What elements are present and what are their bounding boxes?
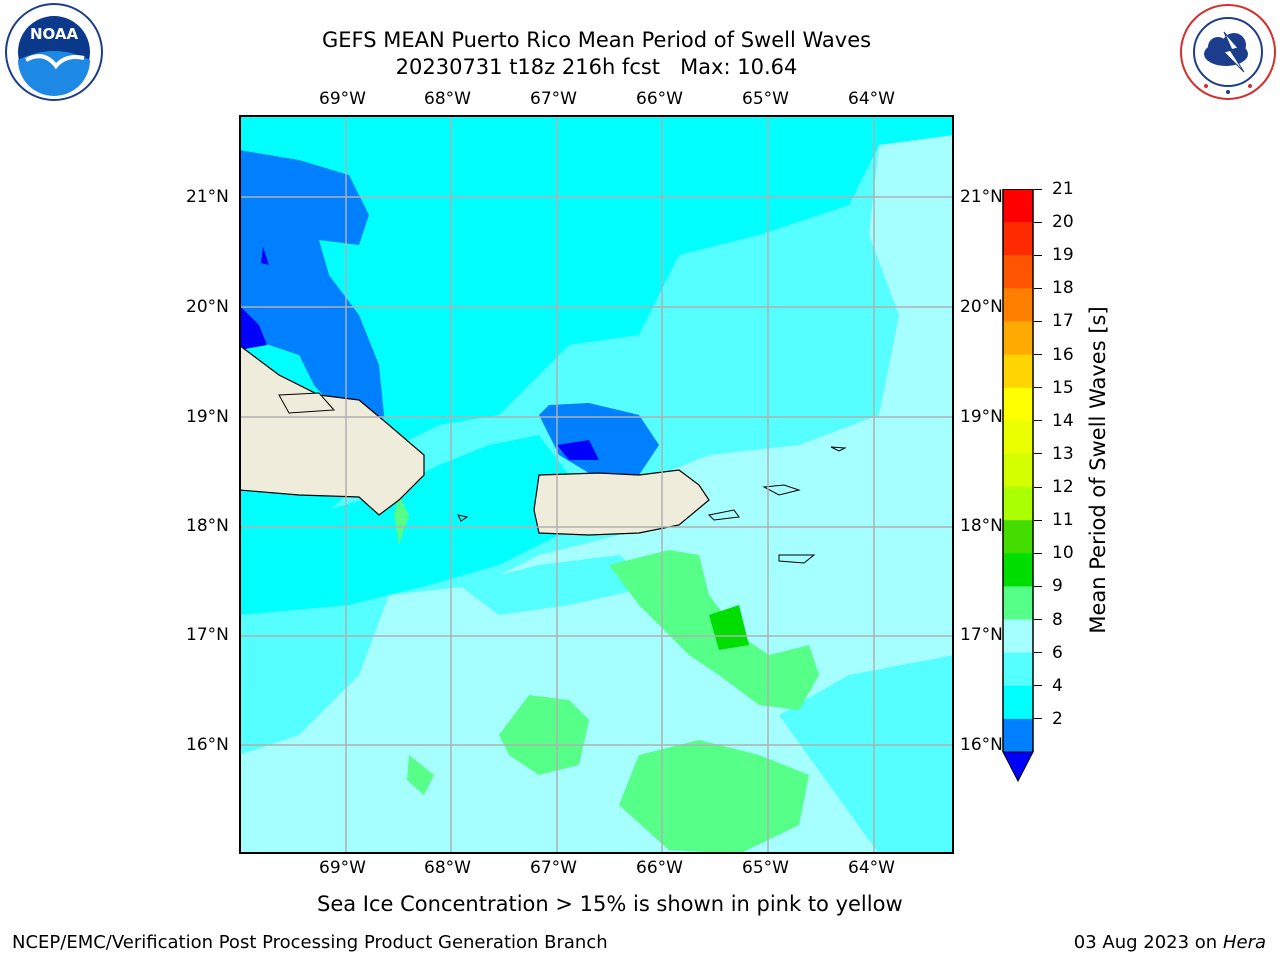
chart-title-line1: GEFS MEAN Puerto Rico Mean Period of Swe… (321, 28, 872, 52)
colorbar-band (1003, 387, 1033, 422)
gridlines (239, 115, 954, 854)
colorbar-tick-mark (1034, 619, 1042, 621)
colorbar-tick-label: 17 (1052, 311, 1074, 332)
colorbar-tick-mark (1034, 287, 1042, 289)
colorbar-band (1003, 520, 1033, 554)
colorbar-band (1003, 652, 1033, 687)
colorbar-svg (1002, 188, 1034, 783)
colorbar-band (1003, 354, 1033, 389)
lon-label-top: 67°W (530, 89, 577, 109)
colorbar-tick-mark (1034, 387, 1042, 389)
colorbar-tick-label: 12 (1052, 477, 1074, 498)
lat-label-right: 21°N (960, 187, 1003, 207)
colorbar-tick-mark (1034, 718, 1042, 720)
colorbar-tick-label: 15 (1052, 377, 1074, 398)
colorbar-tick-label: 6 (1052, 642, 1063, 663)
lon-label-bottom: 66°W (636, 858, 683, 878)
colorbar (1002, 188, 1034, 783)
footer-date-text: 03 Aug 2023 on (1073, 932, 1218, 953)
colorbar-tick-mark (1034, 453, 1042, 455)
colorbar-tick-mark (1034, 254, 1042, 256)
colorbar-tick-mark (1034, 685, 1042, 687)
noaa-logo-text: NOAA (30, 25, 79, 43)
lat-label-left: 20°N (186, 297, 229, 317)
colorbar-band (1003, 619, 1033, 654)
lon-label-bottom: 67°W (530, 858, 577, 878)
lat-label-left: 19°N (186, 407, 229, 427)
footer-branch: NCEP/EMC/Verification Post Processing Pr… (12, 932, 608, 953)
lat-label-right: 18°N (960, 516, 1003, 536)
colorbar-band (1003, 718, 1033, 753)
colorbar-tick-label: 19 (1052, 245, 1074, 266)
field-2-4s (239, 150, 384, 445)
colorbar-tick-mark (1034, 552, 1042, 554)
swell-period-map (238, 115, 954, 854)
lon-label-bottom: 68°W (424, 858, 471, 878)
colorbar-tick-label: 20 (1052, 212, 1074, 233)
colorbar-tick-mark (1034, 652, 1042, 654)
colorbar-tick-mark (1034, 420, 1042, 422)
lat-label-left: 17°N (186, 625, 229, 645)
colorbar-tick-mark (1034, 519, 1042, 521)
footer-machine: Hera (1222, 932, 1266, 953)
lon-label-bottom: 69°W (319, 858, 366, 878)
colorbar-tick-mark (1034, 320, 1042, 322)
lon-label-top: 69°W (319, 89, 366, 109)
map-plot (238, 115, 954, 854)
colorbar-tick-label: 2 (1052, 708, 1063, 729)
colorbar-band (1003, 685, 1033, 720)
lon-label-top: 64°W (848, 89, 895, 109)
colorbar-band (1003, 553, 1033, 587)
lat-label-left: 16°N (186, 735, 229, 755)
colorbar-tick-label: 13 (1052, 443, 1074, 464)
lon-label-top: 68°W (424, 89, 471, 109)
lon-label-top: 65°W (742, 89, 789, 109)
colorbar-band (1003, 288, 1033, 322)
colorbar-label: Mean Period of Swell Waves [s] (1086, 306, 1110, 634)
colorbar-frame (1002, 188, 1034, 752)
lat-label-right: 20°N (960, 297, 1003, 317)
lat-label-right: 16°N (960, 735, 1003, 755)
map-frame (239, 115, 954, 854)
colorbar-tick-label: 4 (1052, 675, 1063, 696)
colorbar-tick-label: 21 (1052, 179, 1074, 199)
colorbar-band (1003, 586, 1033, 621)
noaa-logo: NOAA (4, 2, 104, 102)
colorbar-band (1003, 222, 1033, 256)
lat-label-right: 19°N (960, 407, 1003, 427)
colorbar-tick-mark (1034, 585, 1042, 587)
lon-label-bottom: 65°W (742, 858, 789, 878)
colorbar-band (1003, 321, 1033, 356)
colorbar-tick-label: 11 (1052, 510, 1074, 531)
chart-title-line2: 20230731 t18z 216h fcst Max: 10.64 (395, 55, 798, 79)
colorbar-band (1003, 255, 1033, 289)
sea-ice-note: Sea Ice Concentration > 15% is shown in … (317, 892, 903, 916)
nws-logo (1178, 2, 1278, 102)
lat-label-right: 17°N (960, 625, 1003, 645)
colorbar-extend-arrow (1002, 751, 1034, 783)
colorbar-tick-mark (1034, 221, 1042, 223)
lat-label-left: 18°N (186, 516, 229, 536)
colorbar-band (1003, 487, 1033, 521)
colorbar-tick-label: 18 (1052, 278, 1074, 299)
island-st-croix (778, 554, 816, 564)
colorbar-tick-label: 8 (1052, 609, 1063, 630)
colorbar-tick-mark (1034, 354, 1042, 356)
colorbar-tick-label: 9 (1052, 576, 1063, 597)
land-puerto-rico (533, 469, 710, 536)
colorbar-band (1003, 189, 1033, 223)
lon-label-bottom: 64°W (848, 858, 895, 878)
colorbar-tick-label: 14 (1052, 410, 1074, 431)
colorbar-band (1003, 420, 1033, 455)
lon-label-top: 66°W (636, 89, 683, 109)
footer-date: 03 Aug 2023 on Hera (1074, 932, 1266, 954)
colorbar-tick-mark (1034, 188, 1042, 190)
lat-label-left: 21°N (186, 187, 229, 207)
colorbar-tick-mark (1034, 486, 1042, 488)
field-4-6s (239, 115, 954, 545)
island-vieques (707, 509, 740, 521)
colorbar-tick-label: 10 (1052, 543, 1074, 564)
colorbar-tick-label: 16 (1052, 344, 1074, 365)
colorbar-band (1003, 453, 1033, 488)
